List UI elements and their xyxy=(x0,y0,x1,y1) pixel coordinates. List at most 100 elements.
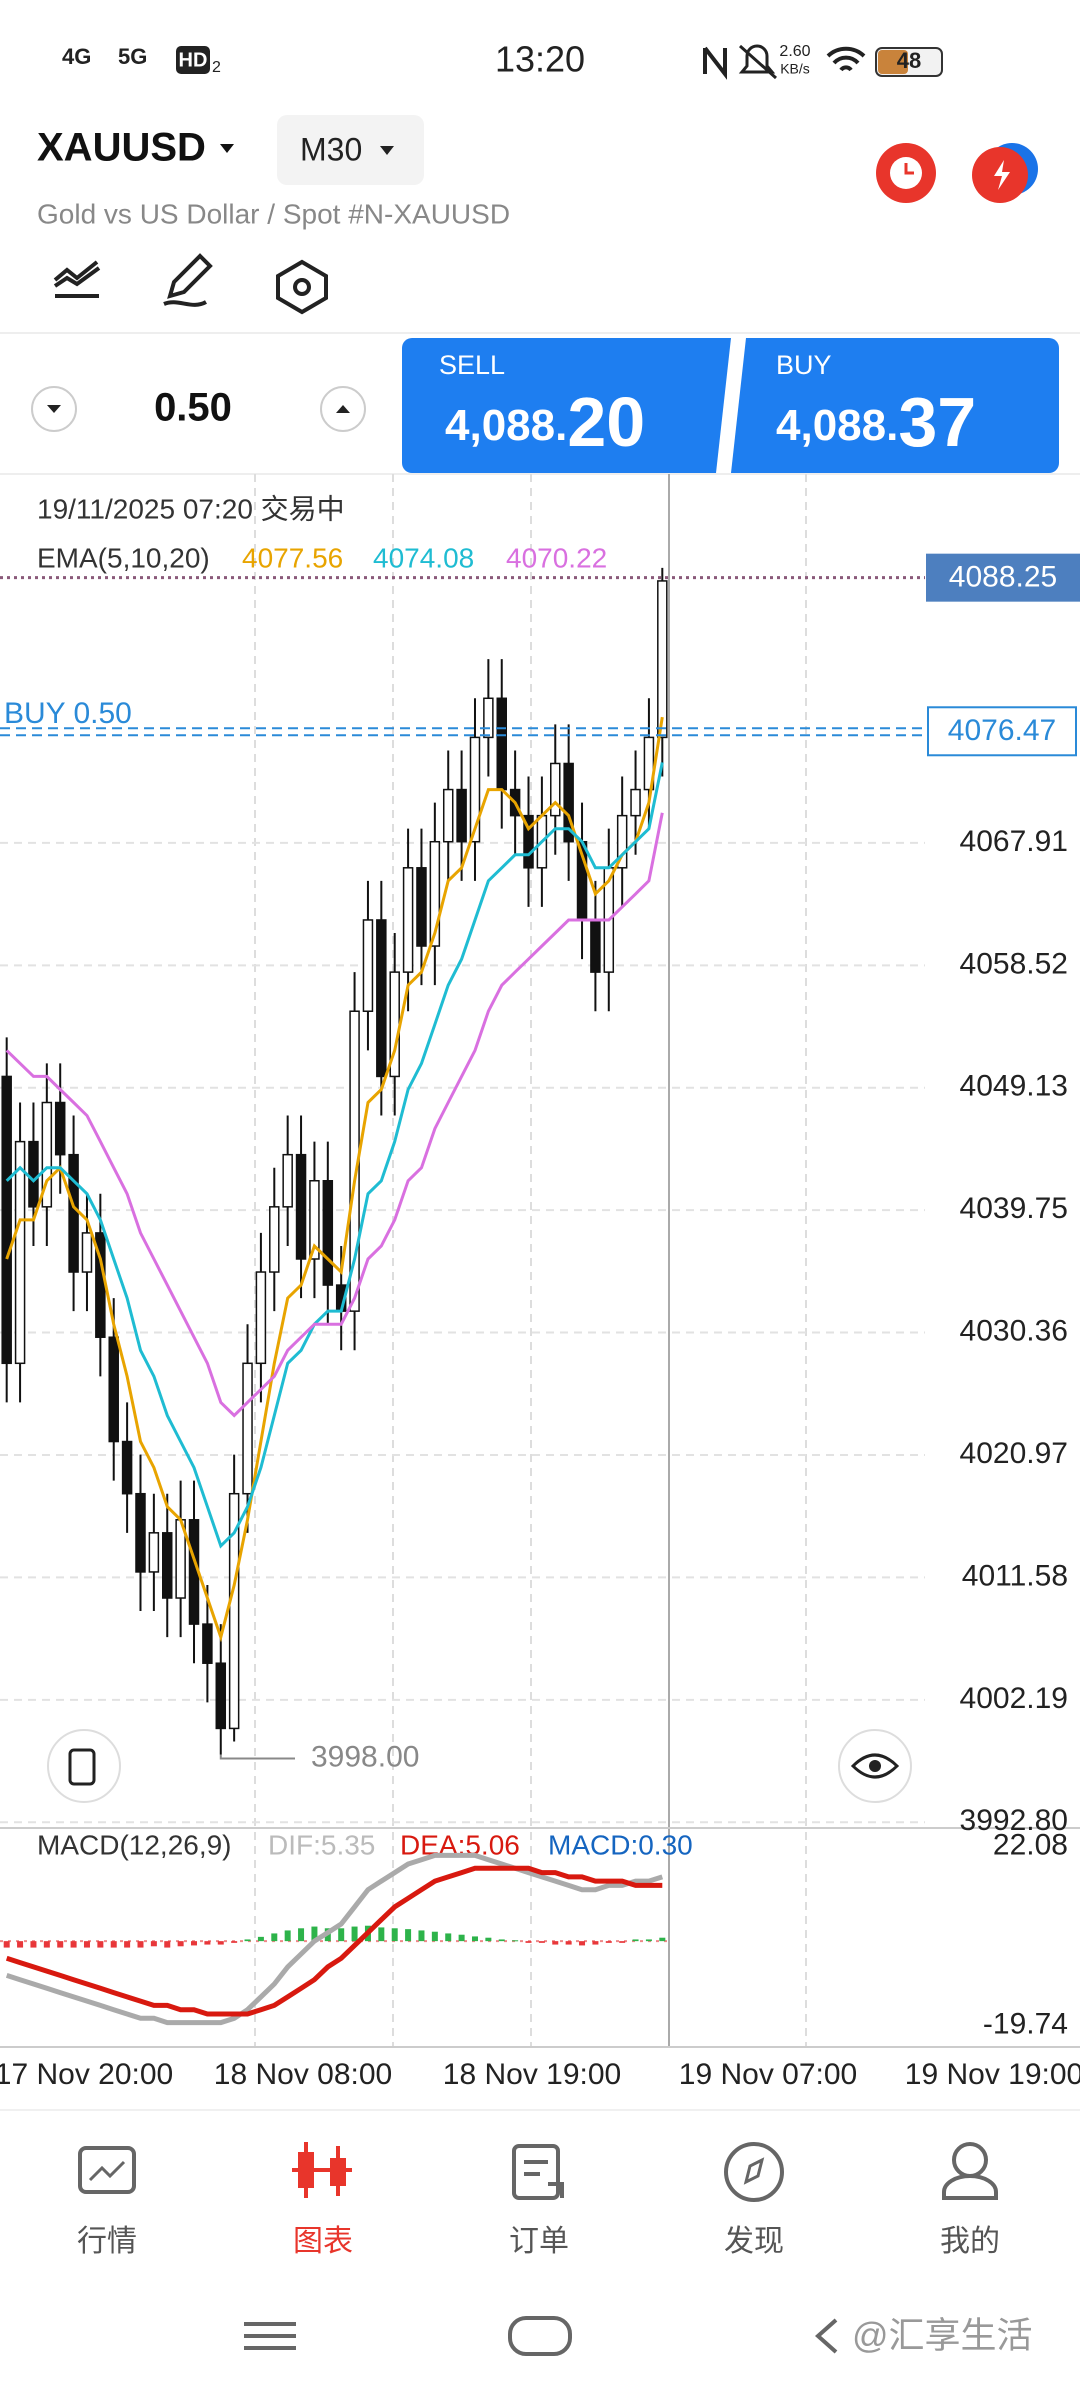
indicator-icon[interactable] xyxy=(53,260,101,298)
ema-value: 4070.22 xyxy=(506,542,607,573)
eye-icon xyxy=(850,1753,900,1779)
nav-label[interactable]: 行情 xyxy=(77,2225,137,2258)
macd-bar xyxy=(418,1930,425,1942)
macd-bar xyxy=(619,1941,626,1943)
macd-bar xyxy=(70,1941,77,1948)
candle-body xyxy=(162,1532,173,1599)
macd-bar xyxy=(311,1926,318,1942)
speed: 2.60 xyxy=(779,43,810,60)
rotate-icon xyxy=(68,1748,96,1786)
mute-icon xyxy=(738,44,777,80)
macd-bar xyxy=(97,1941,104,1948)
battery-level xyxy=(878,50,908,74)
ema-line xyxy=(5,716,664,1643)
home-key[interactable] xyxy=(508,2316,572,2356)
nav-label[interactable]: 图表 xyxy=(293,2225,353,2258)
macd-bar xyxy=(512,1940,519,1942)
dropdown-icon[interactable] xyxy=(380,146,394,155)
settings-icon[interactable] xyxy=(276,259,328,315)
menu-key[interactable] xyxy=(244,2322,296,2350)
y-tick-label: 3992.80 xyxy=(960,1804,1068,1837)
nav-icon[interactable] xyxy=(512,2144,560,2200)
nav-label[interactable]: 订单 xyxy=(509,2225,569,2258)
nav-label[interactable]: 我的 xyxy=(940,2225,1000,2258)
y-tick-label: 4049.13 xyxy=(960,1070,1068,1103)
timeframe-button[interactable] xyxy=(277,115,424,185)
x-tick-label: 19 Nov 19:00 xyxy=(905,2058,1080,2091)
nav-icon[interactable] xyxy=(78,2146,136,2194)
candle-body xyxy=(309,1180,320,1260)
settings-icon-dot xyxy=(293,278,311,296)
price-big: 37 xyxy=(898,383,976,461)
nav-icon-lines xyxy=(292,2142,352,2198)
candle-body xyxy=(563,762,574,843)
x-tick-label: 19 Nov 07:00 xyxy=(679,2058,857,2091)
macd-bar xyxy=(150,1941,157,1947)
nav-label[interactable]: 发现 xyxy=(724,2225,784,2258)
position-tag-label: 4076.47 xyxy=(948,714,1056,747)
candle-body xyxy=(14,1140,26,1365)
candle-body xyxy=(68,1153,79,1273)
position-tag xyxy=(927,706,1077,757)
candle-body xyxy=(148,1532,160,1573)
dif-line xyxy=(5,1852,664,2026)
candle-body xyxy=(442,788,454,843)
lot[interactable]: 0.50 xyxy=(154,386,232,430)
buy-price[interactable]: 4,088.37 xyxy=(776,383,976,461)
macd-bar xyxy=(485,1937,492,1942)
vertical-grid xyxy=(254,474,807,2047)
lot-up[interactable] xyxy=(320,386,366,432)
ema-label: EMA(5,10,20) xyxy=(37,542,210,573)
ema-value: 4077.56 xyxy=(242,542,343,573)
candle-body xyxy=(643,736,655,791)
candle-body xyxy=(242,1362,253,1495)
buy-label[interactable]: BUY xyxy=(776,350,832,380)
ema-line xyxy=(5,762,664,1549)
price-main: 4,088. xyxy=(776,401,898,450)
net-label: 5G xyxy=(118,44,147,69)
back-key[interactable] xyxy=(814,2318,838,2354)
buy-button[interactable] xyxy=(731,338,1059,473)
macd-bar xyxy=(445,1933,452,1942)
macd-bar xyxy=(552,1941,559,1945)
nav-icon-compass xyxy=(743,2157,765,2185)
macd-bar xyxy=(391,1928,398,1942)
sell-button[interactable] xyxy=(402,338,731,473)
macd-bar xyxy=(137,1941,144,1948)
y-tick-label: -19.74 xyxy=(983,2008,1068,2041)
macd-bar xyxy=(257,1936,264,1942)
subtitle: Gold vs US Dollar / Spot #N-XAUUSD xyxy=(37,198,510,229)
dif-label: DIF:5.35 xyxy=(268,1829,375,1860)
sell-label[interactable]: SELL xyxy=(439,350,505,380)
macd-bar xyxy=(57,1941,64,1948)
candle-body xyxy=(255,1271,267,1365)
timeframe[interactable]: M30 xyxy=(300,131,362,167)
nav-icon[interactable] xyxy=(724,2142,784,2202)
macd-bar xyxy=(645,1939,652,1942)
candle-body xyxy=(456,788,467,843)
candle-body xyxy=(657,580,668,739)
nav-icon-line xyxy=(88,2160,126,2182)
price-main: 4,088. xyxy=(445,401,567,450)
y-tick-label: 4058.52 xyxy=(960,947,1068,980)
sell-price[interactable]: 4,088.20 xyxy=(445,383,645,461)
candle-body xyxy=(362,919,374,1012)
macd-bar xyxy=(431,1931,438,1942)
macd-bar xyxy=(271,1933,278,1942)
candle-body xyxy=(202,1623,213,1664)
hd-badge xyxy=(176,46,210,74)
macd-bar xyxy=(659,1937,666,1942)
macd-bar xyxy=(204,1941,211,1945)
rotate-button[interactable] xyxy=(47,1729,121,1803)
draw-icon[interactable] xyxy=(163,253,213,307)
candle-body xyxy=(523,814,534,869)
bolt xyxy=(994,160,1010,190)
macd-bar xyxy=(405,1929,412,1942)
candle-body xyxy=(28,1140,39,1208)
lot-down[interactable] xyxy=(31,386,77,432)
dropdown-icon[interactable] xyxy=(220,144,234,153)
symbol[interactable]: XAUUSD xyxy=(37,126,206,170)
candle-body xyxy=(228,1492,240,1730)
macd-bar xyxy=(632,1939,639,1942)
macd-bar xyxy=(458,1934,465,1942)
